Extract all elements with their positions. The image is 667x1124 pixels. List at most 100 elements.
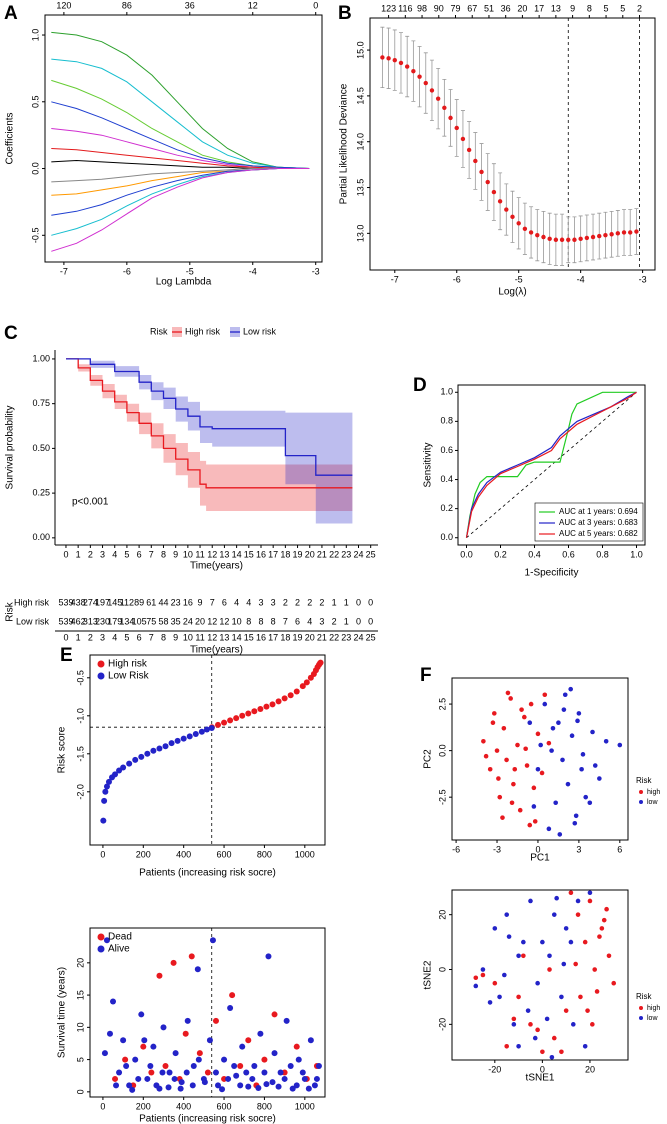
point (587, 898, 593, 904)
point (182, 1030, 189, 1037)
point (184, 1017, 191, 1024)
point (582, 1043, 588, 1049)
confidence-band (66, 358, 353, 524)
point (287, 1063, 294, 1070)
legend-label: low (647, 1015, 658, 1022)
x-tick-label: -3 (639, 274, 647, 284)
legend-label: low (647, 799, 658, 806)
y-tick-label: 14.0 (355, 133, 365, 151)
risk-x-tick-label: 12 (207, 632, 217, 642)
point (180, 735, 187, 742)
x-tick-label: 21 (317, 549, 327, 559)
risk-x-tick-label: 9 (173, 632, 178, 642)
point (153, 1082, 160, 1089)
x-axis-label: Log(λ) (498, 287, 526, 298)
legend-box (534, 502, 644, 542)
x-tick-label: 400 (176, 849, 191, 859)
top-tick-label: 79 (450, 3, 460, 13)
point (165, 1084, 172, 1091)
point (204, 1069, 211, 1076)
risk-x-tick-label: 21 (317, 632, 327, 642)
point (190, 1063, 197, 1070)
point (504, 912, 510, 917)
risk-count: 44 (158, 597, 168, 607)
risk-count: 112 (120, 597, 134, 607)
y-tick-label: 20 (75, 958, 85, 968)
point (517, 807, 523, 813)
point (550, 725, 556, 731)
point (500, 815, 505, 820)
point (515, 742, 520, 748)
y-tick-label: 0.4 (440, 474, 453, 484)
point (601, 917, 607, 923)
point (287, 692, 294, 699)
top-tick-label: 5 (604, 3, 609, 13)
point (126, 1082, 133, 1089)
point (569, 733, 575, 739)
point (547, 967, 552, 972)
y-tick-label: 0.50 (32, 443, 50, 453)
legend-label: High risk (108, 659, 148, 670)
point (549, 748, 554, 753)
point (492, 926, 498, 931)
y-tick-label: 1.0 (30, 29, 40, 42)
point (261, 1069, 268, 1076)
risk-x-tick-label: 11 (195, 632, 204, 642)
legend-label: Low risk (243, 326, 277, 336)
legend-label: AUC at 5 years: 0.682 (559, 529, 638, 538)
point (140, 1043, 147, 1050)
y-tick-label: 0.2 (440, 503, 453, 513)
risk-row-label: High risk (14, 597, 50, 607)
point (206, 1037, 213, 1044)
point (535, 1027, 540, 1033)
point (221, 1056, 228, 1063)
risk-count: 35 (171, 616, 181, 626)
point (572, 820, 578, 826)
top-tick-label: 36 (501, 3, 511, 13)
x-tick-label: 200 (136, 849, 151, 859)
point (522, 226, 528, 231)
point (102, 788, 109, 795)
point (551, 1035, 557, 1041)
point (553, 800, 558, 806)
point (237, 1082, 244, 1089)
y-tick-label: 13.0 (355, 225, 365, 243)
x-tick-label: 25 (366, 549, 376, 559)
risk-row-label: Low risk (16, 616, 50, 626)
point (504, 1043, 510, 1049)
point (487, 1000, 493, 1005)
point (496, 776, 501, 781)
point (502, 972, 507, 978)
point (245, 710, 252, 717)
point (269, 1079, 276, 1086)
x-tick-label: -5 (186, 266, 194, 276)
x-tick-label: 1000 (295, 849, 315, 859)
point (563, 1008, 569, 1013)
y-tick-label: 1.0 (440, 387, 453, 397)
point (281, 1075, 288, 1082)
point (510, 214, 515, 220)
legend-marker (97, 933, 105, 941)
risk-count: 105 (132, 616, 147, 626)
x-tick-label: -3 (493, 844, 501, 854)
x-tick-label: -6 (123, 266, 131, 276)
point (634, 229, 639, 234)
panel-letter: F (420, 665, 432, 686)
risk-count: 12 (219, 616, 229, 626)
point (303, 679, 310, 686)
y-tick-label: 15.0 (355, 41, 365, 59)
risk-count: 89 (134, 597, 144, 607)
point (299, 683, 306, 690)
x-tick-label: 0.4 (528, 549, 541, 559)
point (505, 690, 511, 696)
point (528, 1022, 533, 1027)
risk-count: 462 (71, 616, 86, 626)
point (597, 776, 602, 781)
y-tick-label: 0.75 (32, 398, 50, 408)
point (480, 967, 486, 972)
x-tick-label: -4 (577, 274, 585, 284)
x-tick-label: 3 (100, 549, 105, 559)
point (592, 763, 598, 768)
point (568, 686, 573, 692)
